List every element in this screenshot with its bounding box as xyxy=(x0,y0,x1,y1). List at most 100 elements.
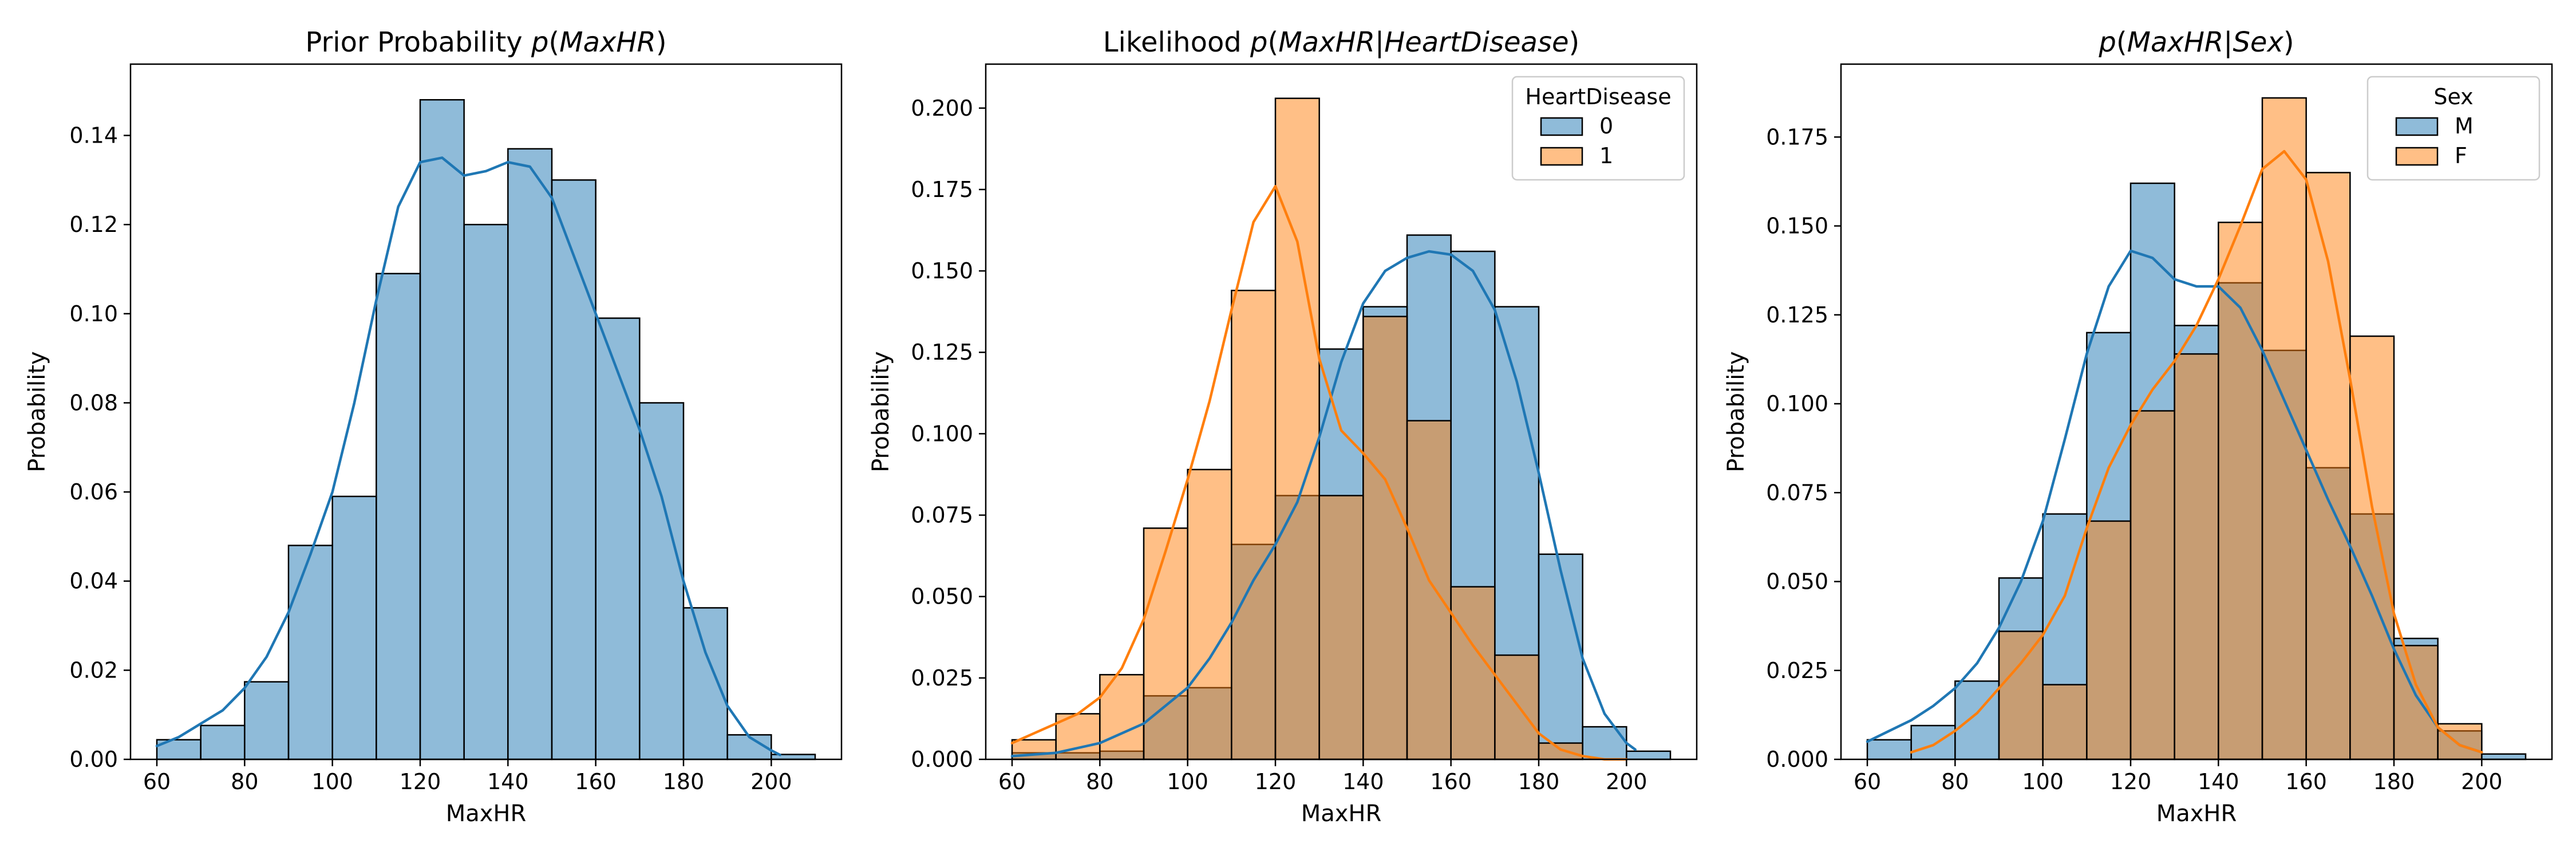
y-tick-label: 0.14 xyxy=(69,123,118,148)
y-tick-label: 0.125 xyxy=(1766,302,1828,328)
chart-title-part: MaxHR xyxy=(1278,26,1375,58)
x-tick-label: 80 xyxy=(231,769,258,794)
bar xyxy=(287,545,333,761)
chart-title-part: Prior Probability xyxy=(305,26,531,58)
series-0-bars xyxy=(156,99,816,761)
chart-panel-2: 60 80 100 120 140 160 180 200 0.000 0.025 0.050 0.0… xyxy=(868,26,1698,827)
series-F-kde-line xyxy=(1910,149,2483,754)
chart-title-part: MaxHR xyxy=(2127,26,2224,58)
bar xyxy=(2174,353,2219,761)
legend-swatch-M xyxy=(2395,117,2439,136)
bar xyxy=(1143,527,1188,761)
bar xyxy=(1494,654,1540,761)
y-tick-label: 0.10 xyxy=(69,301,118,326)
chart-title-part: MaxHR xyxy=(559,26,656,58)
chart-panel-1: 60 80 100 120 140 160 180 200 0.00 0.02 0.04 0.06 0.… xyxy=(24,26,843,827)
x-tick-label: 120 xyxy=(400,769,441,794)
bar xyxy=(682,607,728,761)
x-tick-label: 100 xyxy=(311,769,353,794)
bar xyxy=(463,223,509,761)
x-tick-label: 180 xyxy=(1518,769,1560,794)
series-1-bars xyxy=(1011,97,1583,761)
bar xyxy=(1231,289,1277,761)
bar xyxy=(244,681,290,761)
chart-title-part: ( xyxy=(2116,26,2127,58)
x-tick-label: 60 xyxy=(1854,769,1881,794)
x-tick-label: 160 xyxy=(2285,769,2327,794)
y-tick-label: 0.025 xyxy=(911,665,973,691)
legend: Sex MF xyxy=(2366,76,2541,181)
bar xyxy=(2086,520,2132,761)
x-tick-label: 200 xyxy=(1606,769,1647,794)
legend-label-F: F xyxy=(2455,143,2467,168)
legend-swatch-1 xyxy=(1540,147,1583,166)
legend-label-M: M xyxy=(2455,113,2474,139)
chart-title-part: HeartDisease xyxy=(1384,26,1568,58)
y-tick-label: 0.06 xyxy=(69,479,118,505)
y-tick-label: 0.04 xyxy=(69,569,118,594)
bar xyxy=(2481,753,2527,761)
bar xyxy=(2129,410,2175,761)
chart-title: Likelihood p(MaxHR|HeartDisease) xyxy=(1103,26,1579,58)
x-tick-label: 140 xyxy=(1342,769,1384,794)
chart-title-part: | xyxy=(2223,26,2233,58)
legend-title: HeartDisease xyxy=(1525,84,1671,109)
x-tick-label: 180 xyxy=(2373,769,2415,794)
y-axis-label: Probability xyxy=(868,351,894,472)
bar xyxy=(1406,420,1452,761)
chart-title-part: ( xyxy=(548,26,559,58)
bar xyxy=(1910,724,1956,761)
bar xyxy=(1998,631,2044,761)
y-axis-label: Probability xyxy=(24,351,50,472)
bar xyxy=(1866,739,1912,761)
x-tick-label: 180 xyxy=(663,769,705,794)
legend-swatch-F xyxy=(2395,147,2439,166)
series-0-kde-line xyxy=(1010,250,1637,758)
series-0-kde-line xyxy=(155,156,781,756)
axes-frame xyxy=(985,63,1698,761)
bar xyxy=(1582,726,1627,761)
y-tick-label: 0.000 xyxy=(1766,747,1828,772)
x-tick-label: 100 xyxy=(1167,769,1208,794)
y-tick-label: 0.200 xyxy=(911,96,973,121)
bar xyxy=(200,724,246,761)
y-tick-label: 0.100 xyxy=(911,421,973,446)
y-tick-label: 0.125 xyxy=(911,340,973,365)
y-axis-label: Probability xyxy=(1723,351,1749,472)
chart-title-part: | xyxy=(1375,26,1384,58)
y-tick-label: 0.175 xyxy=(911,177,973,202)
bar xyxy=(419,99,465,761)
y-tick-label: 0.050 xyxy=(911,584,973,609)
chart-title-part: ) xyxy=(2283,26,2294,58)
bar xyxy=(1187,468,1232,761)
series-1-kde-line xyxy=(1010,184,1628,761)
x-tick-label: 140 xyxy=(2198,769,2239,794)
y-tick-label: 0.02 xyxy=(69,657,118,683)
bar xyxy=(2218,222,2263,761)
bar xyxy=(1954,680,2000,761)
legend: HeartDisease 0 1 xyxy=(1511,76,1685,181)
y-tick-label: 0.075 xyxy=(1766,480,1828,505)
y-tick-label: 0.150 xyxy=(1766,214,1828,239)
y-tick-label: 0.150 xyxy=(911,258,973,283)
bar xyxy=(1626,750,1672,761)
x-tick-label: 100 xyxy=(2022,769,2064,794)
legend-label-1: 1 xyxy=(1599,143,1613,168)
bar xyxy=(2349,335,2395,761)
chart-title-part: p xyxy=(2098,26,2116,58)
y-tick-label: 0.075 xyxy=(911,503,973,528)
bar xyxy=(595,317,641,761)
chart-title: p(MaxHR|Sex) xyxy=(2098,26,2294,58)
legend-label-0: 0 xyxy=(1599,113,1613,139)
chart-title-part: Likelihood xyxy=(1103,26,1250,58)
bar xyxy=(2042,684,2088,761)
series-F-bars xyxy=(1998,97,2483,761)
y-tick-label: 0.100 xyxy=(1766,391,1828,416)
bar xyxy=(2437,723,2483,761)
x-axis-label: MaxHR xyxy=(1301,801,1382,827)
y-tick-label: 0.08 xyxy=(69,390,118,415)
chart-panel-3: 60 80 100 120 140 160 180 200 0.000 0.025 0.050 0.0… xyxy=(1723,26,2553,827)
x-axis-label: MaxHR xyxy=(2156,801,2237,827)
y-tick-label: 0.00 xyxy=(69,747,118,772)
